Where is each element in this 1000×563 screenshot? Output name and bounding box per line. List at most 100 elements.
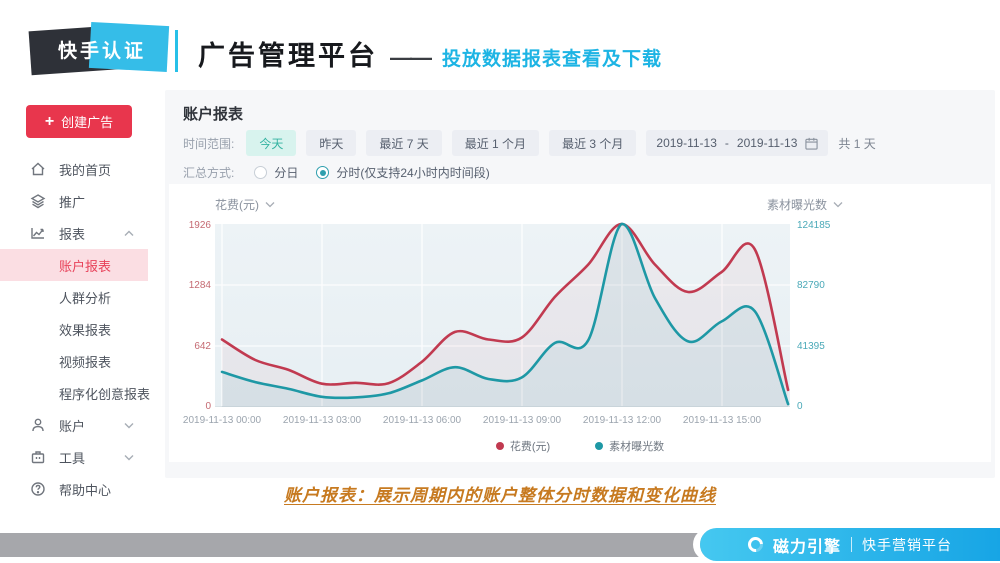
date-end: 2019-11-13 <box>736 136 798 150</box>
radio-daily-label: 分日 <box>274 166 299 180</box>
home-icon <box>31 162 45 176</box>
date-total-days: 共 1 天 <box>838 136 876 151</box>
left-metric-label: 花费(元) <box>215 198 259 212</box>
page-subtitle: 投放数据报表查看及下载 <box>442 49 663 70</box>
spend-line <box>220 222 790 392</box>
line-chart <box>215 222 790 407</box>
radio-circle-icon <box>254 166 268 179</box>
sidebar-item-reports[interactable]: 报表 <box>0 217 160 249</box>
time-range-1month[interactable]: 最近 1 个月 <box>451 130 540 156</box>
time-range-yesterday[interactable]: 昨天 <box>306 130 357 156</box>
page-title: 广告管理平台 <box>198 41 378 71</box>
sidebar-subitem-effect-report[interactable]: 效果报表 <box>0 313 160 345</box>
right-metric-label: 素材曝光数 <box>766 198 827 212</box>
sidebar-item-label: 工具 <box>59 450 86 466</box>
create-ad-button[interactable]: + 创建广告 <box>26 105 132 138</box>
chart-legend: 花费(元) 素材曝光数 <box>169 438 991 454</box>
question-circle-icon <box>31 482 45 496</box>
footer-brand-bar: 磁力引擎 快手营销平台 <box>700 528 1000 561</box>
main-panel: 账户报表 时间范围: 今天 昨天 最近 7 天 最近 1 个月 最近 3 个月 … <box>165 90 995 478</box>
page-header: 快手认证 广告管理平台 —— 投放数据报表查看及下载 <box>0 0 1000 88</box>
chart-card: 花费(元) 素材曝光数 1926 1284 642 0 124185 82790… <box>169 184 991 462</box>
sidebar-item-label: 报表 <box>59 226 86 242</box>
sidebar-menu: 我的首页 推广 报表 账户报表 人群分析 效果报表 视频报表 <box>0 153 160 505</box>
spend-area-fill <box>222 224 789 407</box>
chevron-down-icon <box>833 202 843 208</box>
kuaishou-certified-badge: 快手认证 <box>28 20 170 76</box>
sidebar-item-label: 推广 <box>59 194 86 210</box>
time-range-7days[interactable]: 最近 7 天 <box>366 130 442 156</box>
summary-mode-label: 汇总方式: <box>183 166 235 180</box>
sidebar: + 创建广告 我的首页 推广 报表 账户报表 <box>0 88 160 533</box>
left-axis-tick: 642 <box>194 341 211 352</box>
sidebar-item-account[interactable]: 账户 <box>0 409 160 441</box>
left-metric-select[interactable]: 花费(元) <box>215 196 275 213</box>
toolbox-icon <box>31 451 45 464</box>
right-metric-select[interactable]: 素材曝光数 <box>767 196 843 213</box>
create-ad-label: 创建广告 <box>61 115 114 130</box>
x-axis-tick: 2019-11-13 12:00 <box>582 415 662 426</box>
sidebar-item-help-center[interactable]: 帮助中心 <box>0 473 160 505</box>
sidebar-subitem-audience-analysis[interactable]: 人群分析 <box>0 281 160 313</box>
sidebar-item-home[interactable]: 我的首页 <box>0 153 160 185</box>
subitem-label: 人群分析 <box>59 290 112 306</box>
x-axis-tick: 2019-11-13 15:00 <box>682 415 762 426</box>
date-range-picker[interactable]: 2019-11-13 - 2019-11-13 <box>646 130 829 156</box>
right-axis-tick: 0 <box>797 401 803 412</box>
header-divider <box>175 30 178 72</box>
sidebar-subitem-video-report[interactable]: 视频报表 <box>0 345 160 377</box>
x-axis-tick: 2019-11-13 03:00 <box>282 415 362 426</box>
report-title: 账户报表 <box>183 106 244 123</box>
calendar-icon[interactable] <box>805 137 819 150</box>
user-icon <box>32 418 44 432</box>
subitem-label: 效果报表 <box>59 322 112 338</box>
chevron-down-icon <box>124 454 134 460</box>
x-axis-tick: 2019-11-13 00:00 <box>182 415 262 426</box>
left-axis-tick: 1284 <box>188 280 211 291</box>
sidebar-item-label: 我的首页 <box>59 162 112 178</box>
sidebar-item-tools[interactable]: 工具 <box>0 441 160 473</box>
summary-mode-row: 汇总方式: 分日 分时(仅支持24小时内时间段) <box>183 164 490 181</box>
subitem-label: 视频报表 <box>59 354 112 370</box>
time-range-today[interactable]: 今天 <box>246 130 297 156</box>
magnetic-engine-logo-icon <box>744 533 767 556</box>
line-chart-plot-area[interactable] <box>215 222 790 407</box>
date-start: 2019-11-13 <box>656 136 717 150</box>
x-axis-tick: 2019-11-13 06:00 <box>382 415 462 426</box>
radio-hourly[interactable]: 分时(仅支持24小时内时间段) <box>316 164 490 181</box>
left-axis-tick: 0 <box>205 401 211 412</box>
chevron-down-icon <box>265 202 275 208</box>
legend-spend[interactable]: 花费(元) <box>495 438 551 454</box>
sidebar-subitem-account-report[interactable]: 账户报表 <box>0 249 148 281</box>
impressions-line <box>220 222 790 406</box>
date-separator: - <box>724 136 729 150</box>
legend-label: 花费(元) <box>509 441 551 453</box>
footer-divider <box>851 537 852 552</box>
footer-brand-name: 磁力引擎 <box>772 538 841 556</box>
legend-impressions[interactable]: 素材曝光数 <box>595 438 664 454</box>
legend-label: 素材曝光数 <box>609 441 665 453</box>
layers-icon <box>30 194 46 209</box>
legend-dot-red <box>495 442 504 450</box>
right-axis-tick: 124185 <box>797 220 831 231</box>
sidebar-subitem-programmatic-report[interactable]: 程序化创意报表 <box>0 377 160 409</box>
chevron-down-icon <box>124 422 134 428</box>
impressions-area-fill <box>222 223 789 407</box>
line-chart-icon <box>31 228 44 239</box>
chevron-up-icon <box>124 230 134 236</box>
radio-circle-icon <box>316 166 330 179</box>
sidebar-item-promotion[interactable]: 推广 <box>0 185 160 217</box>
title-dash: —— <box>390 45 432 70</box>
radio-hourly-label: 分时(仅支持24小时内时间段) <box>336 166 490 180</box>
x-axis-tick: 2019-11-13 09:00 <box>482 415 562 426</box>
footer-platform-name: 快手营销平台 <box>862 536 952 553</box>
badge-label: 快手认证 <box>57 41 146 62</box>
left-axis-tick: 1926 <box>188 220 211 231</box>
radio-daily[interactable]: 分日 <box>254 164 298 181</box>
sidebar-item-label: 帮助中心 <box>59 482 112 498</box>
legend-dot-teal <box>595 442 604 450</box>
footer-gray-bar <box>0 533 712 557</box>
subitem-label: 账户报表 <box>59 258 112 274</box>
time-range-3months[interactable]: 最近 3 个月 <box>549 130 637 156</box>
right-axis-tick: 41395 <box>797 341 825 352</box>
